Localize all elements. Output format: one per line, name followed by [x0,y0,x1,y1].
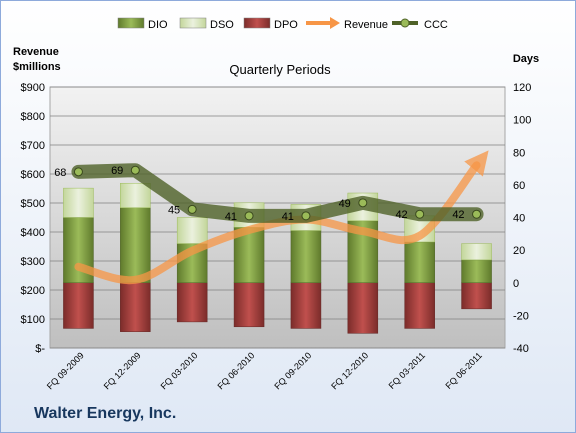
legend-label-dio: DIO [148,19,168,31]
x-tick-label: FQ 06-2010 [215,350,256,391]
ccc-point [358,198,368,208]
ccc-data-label: 42 [395,209,407,221]
legend-swatch-revenue-head [330,17,340,29]
y-left-tick-label: $200 [21,285,45,297]
bar-dpo [120,282,151,332]
ccc-data-label: 69 [111,165,123,177]
x-tick-label: FQ 06-2011 [443,350,484,391]
bar-dio [290,230,322,284]
y-left-tick-label: $900 [21,82,45,94]
y-right-tick-label: -20 [513,310,529,322]
x-tick-label: FQ 12-2009 [102,350,143,391]
chart-title: Quarterly Periods [229,62,331,77]
bar-dpo [404,282,435,329]
y-right-tick-label: 60 [513,180,525,192]
ccc-data-label: 41 [225,211,237,223]
legend-label-ccc: CCC [424,19,448,31]
bar-dpo [63,282,94,329]
legend-swatch-dio [117,17,145,29]
ccc-point [130,165,140,175]
ccc-point [73,167,83,177]
ccc-data-label: 49 [339,198,351,210]
y-left-tick-label: $500 [21,198,45,210]
x-tick-label: FQ 09-2010 [272,350,313,391]
company-name: Walter Energy, Inc. [34,405,177,422]
y-left-axis-title: $millions [13,61,61,73]
legend-swatch-dso [179,17,207,29]
y-right-tick-label: 0 [513,278,519,290]
legend-label-dpo: DPO [274,19,298,31]
ccc-point [301,211,311,221]
y-left-tick-label: $400 [21,227,45,239]
y-left-tick-label: $700 [21,140,45,152]
ccc-point [472,209,482,219]
bar-dso [176,217,208,244]
x-tick-label: FQ 12-2010 [329,350,370,391]
bar-dio [120,207,151,283]
x-tick-label: FQ 03-2010 [159,350,200,391]
legend-label-dso: DSO [210,19,234,31]
bar-dio [404,241,435,283]
x-tick-label: FQ 03-2011 [387,350,428,391]
y-left-tick-label: $600 [21,169,45,181]
y-right-tick-label: 100 [513,115,531,127]
y-left-tick-label: $800 [21,111,45,123]
y-left-tick-label: $100 [21,314,45,326]
bar-dpo [233,282,265,328]
y-right-tick-label: 80 [513,147,525,159]
ccc-data-label: 45 [168,204,180,216]
y-right-axis-title: Days [513,53,539,65]
y-left-tick-label: $- [35,343,45,355]
ccc-data-label: 68 [54,167,66,179]
ccc-line [71,163,484,223]
y-right-tick-label: -40 [513,343,529,355]
bar-dso [461,243,492,261]
ccc-point [415,209,425,219]
x-tick-label: FQ 09-2009 [45,350,86,391]
bar-dpo [176,282,208,323]
legend-swatch-dpo [243,17,271,29]
bar-dio [461,259,492,284]
ccc-point [244,211,254,221]
bar-dpo [461,282,492,310]
legend-swatch-ccc-dot [400,18,410,28]
y-left-axis-title: Revenue [13,46,59,58]
y-right-tick-label: 40 [513,213,525,225]
legend-label-revenue: Revenue [344,19,388,31]
ccc-data-label: 42 [452,209,464,221]
y-left-tick-label: $300 [21,256,45,268]
bar-dso [63,187,94,218]
ccc-data-label: 41 [282,211,294,223]
bar-dpo [347,282,379,334]
bar-dso [120,182,151,208]
y-right-tick-label: 20 [513,245,525,257]
bar-dpo [290,282,322,329]
ccc-point [187,204,197,214]
y-right-tick-label: 120 [513,82,531,94]
